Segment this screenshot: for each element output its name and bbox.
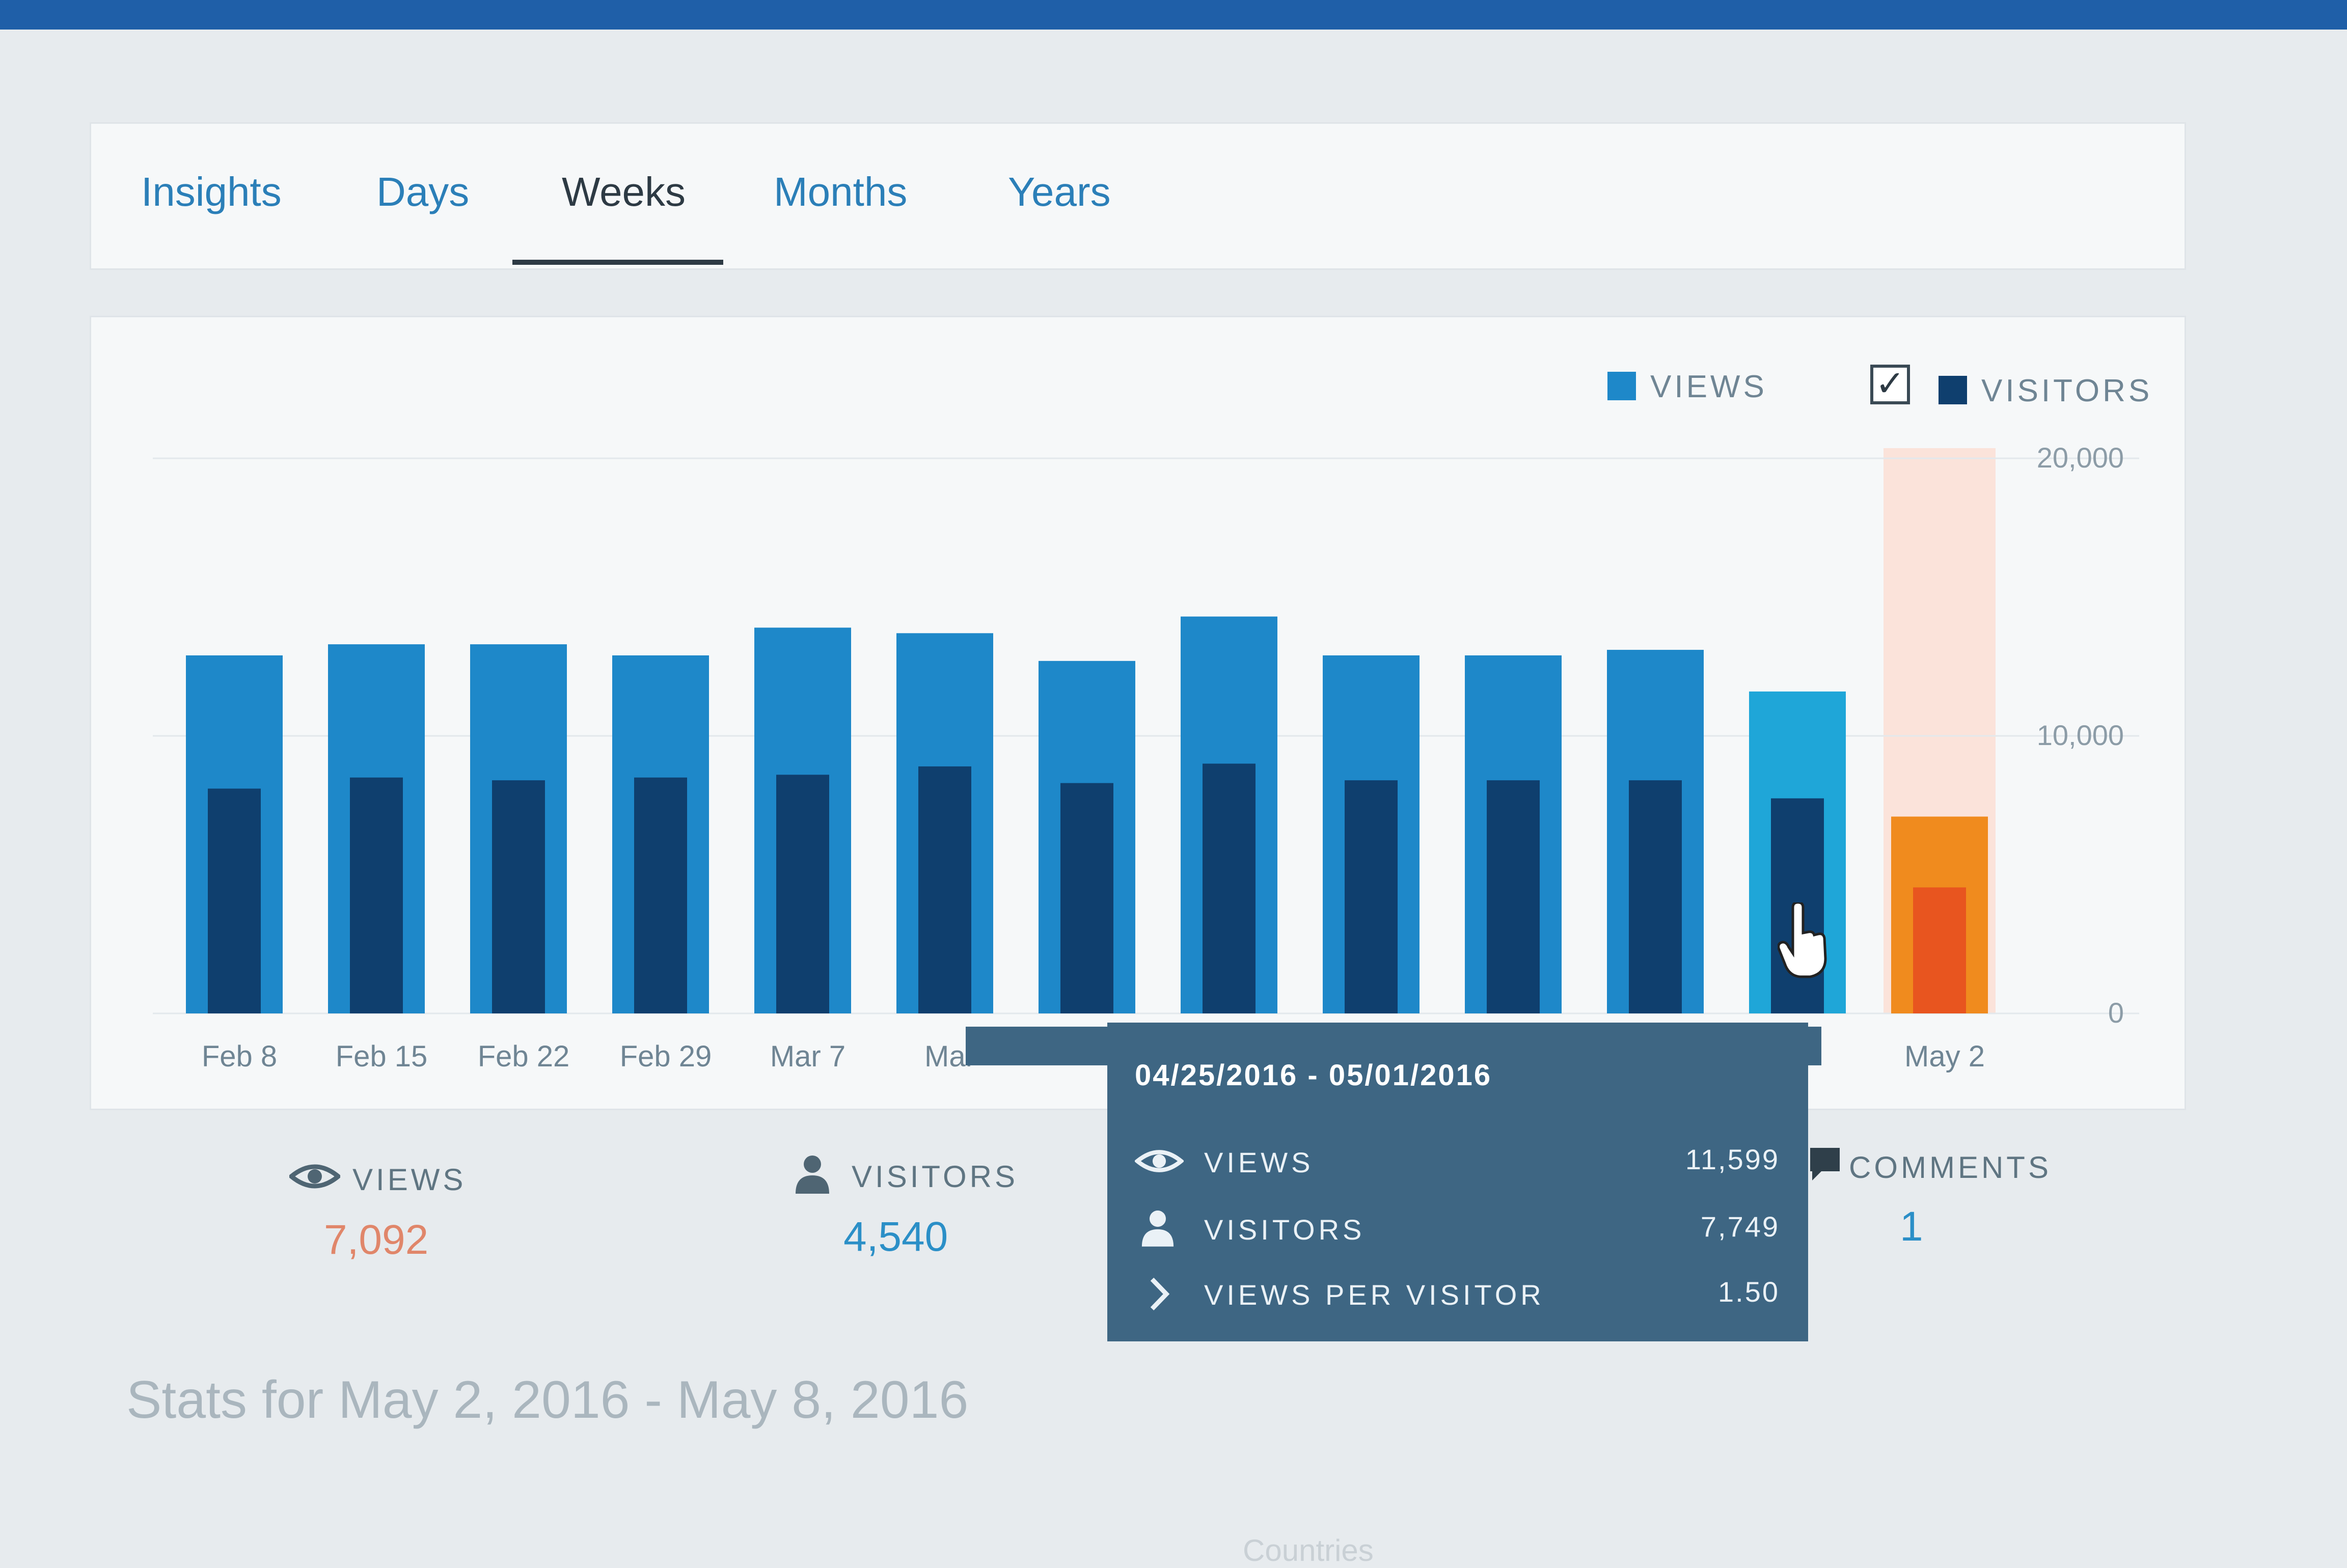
active-tab-indicator [512, 260, 723, 265]
summary-views-value: 7,092 [324, 1217, 429, 1263]
visitors-bar[interactable] [1487, 780, 1540, 1013]
countries-section-label: Countries [1243, 1533, 1374, 1567]
views-legend-swatch [1607, 372, 1636, 400]
visitors-bar[interactable] [776, 775, 829, 1013]
tooltip-visitors-label: VISITORS [1204, 1214, 1366, 1246]
x-tick-label: Feb 8 [202, 1040, 277, 1073]
period-tabs: Insights Days Weeks Months Years [90, 122, 2186, 270]
x-tick-label: Feb 15 [336, 1040, 428, 1073]
tab-days[interactable]: Days [376, 169, 470, 214]
x-tick-label: Feb 29 [620, 1040, 712, 1073]
stats-period-heading: Stats for May 2, 2016 - May 8, 2016 [126, 1370, 969, 1429]
summary-visitors-value: 4,540 [843, 1214, 948, 1260]
tooltip-views-per-visitor-value: 1.50 [1718, 1276, 1780, 1308]
tooltip-visitors-value: 7,749 [1700, 1211, 1780, 1243]
visitors-legend-label[interactable]: VISITORS [1981, 373, 2153, 408]
chevron-right-icon [1150, 1277, 1170, 1311]
tooltip-views-label: VIEWS [1204, 1146, 1314, 1178]
tab-weeks[interactable]: Weeks [562, 169, 686, 214]
y-tick-label: 20,000 [2037, 442, 2124, 474]
visitors-bar[interactable] [350, 777, 403, 1013]
views-legend-label[interactable]: VIEWS [1650, 369, 1767, 404]
tab-insights[interactable]: Insights [141, 169, 282, 214]
visitors-bar[interactable] [208, 788, 261, 1013]
hand-cursor-icon [1778, 902, 1827, 978]
person-icon [796, 1156, 829, 1194]
tooltip-date-range: 04/25/2016 - 05/01/2016 [1135, 1059, 1492, 1092]
visitors-legend-swatch [1939, 376, 1967, 404]
summary-views-label: VIEWS [352, 1163, 467, 1197]
visitors-bar[interactable] [1913, 887, 1966, 1013]
x-tick-label: Mar 7 [770, 1040, 845, 1073]
tooltip-views-value: 11,599 [1685, 1143, 1780, 1175]
x-tick-label: Feb 22 [478, 1040, 570, 1073]
visitors-bar[interactable] [634, 777, 687, 1013]
visitors-bar[interactable] [1345, 780, 1398, 1013]
tab-years[interactable]: Years [1008, 169, 1111, 214]
y-tick-label: 0 [2108, 997, 2124, 1029]
visitors-bar[interactable] [492, 780, 545, 1013]
summary-comments-label: COMMENTS [1849, 1150, 2052, 1185]
visitors-checkbox[interactable]: ✓ [1870, 365, 1910, 404]
eye-icon [289, 1164, 340, 1189]
eye-icon [1135, 1150, 1184, 1172]
visitors-bar[interactable] [1060, 783, 1113, 1013]
visitors-bar[interactable] [1629, 780, 1682, 1013]
x-tick-label: May 2 [1904, 1040, 1985, 1073]
visitors-bar[interactable] [918, 766, 971, 1013]
summary-comments-value: 1 [1900, 1203, 1923, 1250]
visitors-bar[interactable] [1203, 763, 1256, 1014]
person-icon [1141, 1211, 1174, 1247]
tab-months[interactable]: Months [774, 169, 908, 214]
top-bar [0, 0, 2347, 30]
y-tick-label: 10,000 [2037, 719, 2124, 751]
summary-visitors-label: VISITORS [852, 1160, 1018, 1194]
tooltip-views-per-visitor-label: VIEWS PER VISITOR [1204, 1279, 1545, 1311]
week-tooltip: 04/25/2016 - 05/01/2016 VIEWS 11,599 VIS… [1107, 1023, 1808, 1341]
comment-icon [1810, 1148, 1840, 1180]
